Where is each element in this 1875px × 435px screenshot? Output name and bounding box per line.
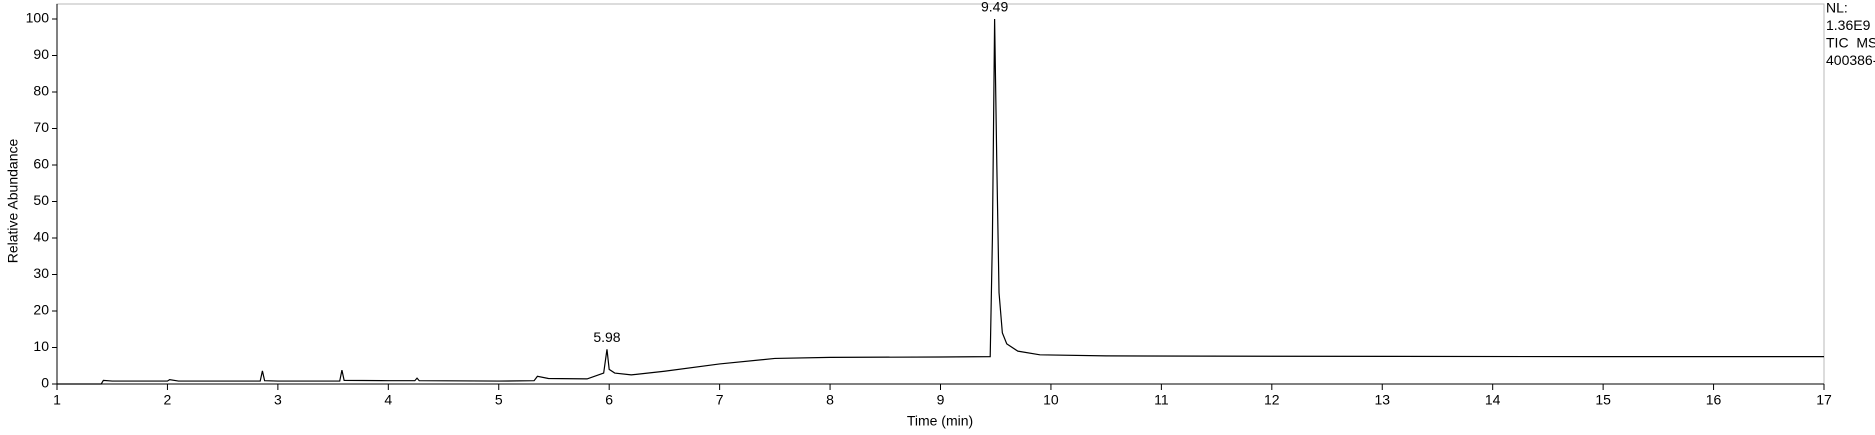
x-tick-label: 16 [1706,392,1722,408]
x-axis-label: Time (min) [907,413,973,429]
y-tick-label: 60 [33,156,49,172]
trace [57,18,1824,385]
peak-label: 9.49 [981,0,1008,15]
y-tick-label: 20 [33,302,49,318]
x-tick-label: 15 [1595,392,1611,408]
x-tick-label: 17 [1816,392,1832,408]
x-tick-label: 2 [164,392,172,408]
x-tick-label: 12 [1264,392,1280,408]
y-axis-label: Relative Abundance [5,139,21,264]
peak-label: 5.98 [593,329,620,345]
x-tick-label: 4 [384,392,392,408]
x-tick-label: 9 [937,392,945,408]
x-tick-label: 3 [274,392,282,408]
y-tick-label: 30 [33,265,49,281]
y-tick-label: 70 [33,119,49,135]
x-tick-label: 7 [716,392,724,408]
info-text: TIC MS [1826,35,1875,51]
x-tick-label: 6 [605,392,613,408]
y-tick-label: 50 [33,192,49,208]
y-tick-label: 40 [33,229,49,245]
info-text: 1.36E9 [1826,17,1871,33]
info-text: NL: [1826,0,1848,16]
y-tick-label: 100 [26,10,50,26]
plot-frame [56,3,1825,385]
y-tick-label: 0 [41,375,49,391]
x-tick-label: 11 [1154,392,1169,408]
y-tick-label: 90 [33,46,49,62]
info-text: 400386- [1826,52,1875,68]
y-tick-label: 80 [33,83,49,99]
y-tick-label: 10 [33,338,49,354]
x-tick-label: 10 [1043,392,1059,408]
x-tick-label: 14 [1485,392,1501,408]
x-tick-label: 8 [826,392,834,408]
x-tick-label: 1 [53,392,61,408]
x-tick-label: 13 [1374,392,1390,408]
x-tick-label: 5 [495,392,503,408]
